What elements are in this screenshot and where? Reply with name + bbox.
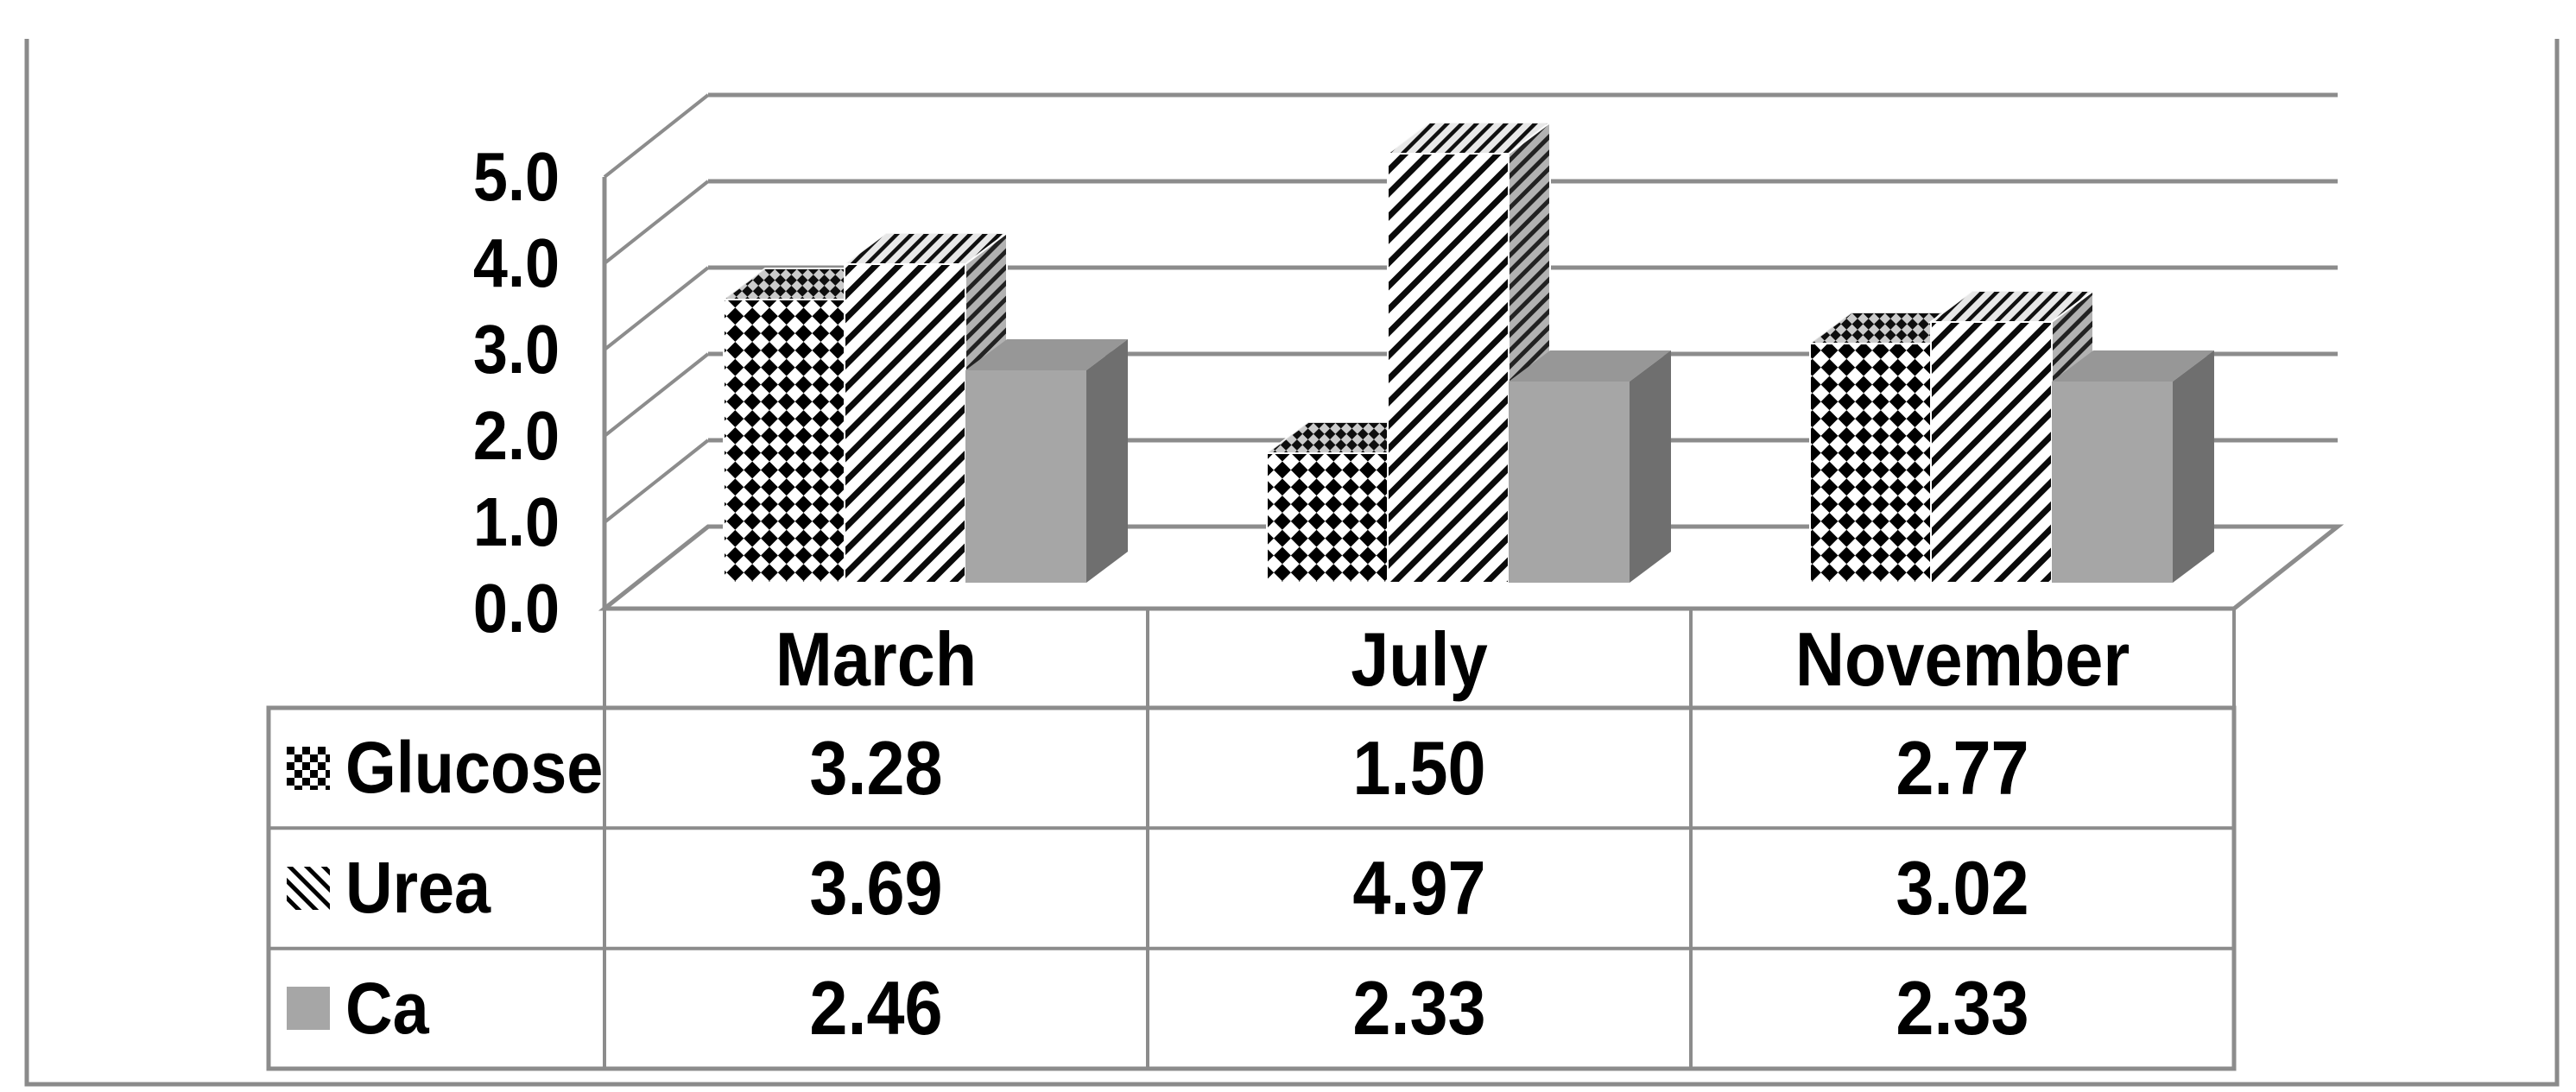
bar-ca-march bbox=[965, 339, 1128, 583]
bar-ca-november bbox=[2052, 350, 2214, 583]
gridline-depth-connector bbox=[603, 352, 710, 438]
bar-front-face bbox=[1509, 382, 1630, 583]
bar-side-face bbox=[1630, 350, 1671, 583]
table-outer-border bbox=[266, 705, 2237, 1071]
bar-ca-july bbox=[1509, 350, 1671, 583]
bar-front-face bbox=[723, 299, 845, 584]
table-grid-lines bbox=[266, 609, 2237, 1071]
bar-front-face bbox=[2052, 382, 2173, 583]
bar-front-face bbox=[1387, 153, 1510, 584]
bar-top-face bbox=[1509, 350, 1671, 382]
bar-front-face bbox=[1266, 452, 1389, 584]
gridline-depth-connector bbox=[603, 180, 710, 265]
figure-border-line bbox=[24, 39, 2560, 1087]
bar-top-shade bbox=[1931, 291, 2093, 322]
bar-top-face bbox=[2052, 350, 2214, 382]
plot-bars bbox=[721, 121, 2214, 584]
bar-side-face bbox=[2173, 350, 2214, 583]
bar-front-face bbox=[1809, 343, 1932, 584]
gridline-depth-connector bbox=[603, 266, 710, 351]
gridline-depth-connector bbox=[603, 93, 710, 179]
bar-front-face bbox=[844, 263, 966, 584]
bar-side-face bbox=[1086, 339, 1128, 583]
gridline-depth-connector bbox=[603, 439, 710, 524]
bar-top-shade bbox=[1388, 123, 1550, 154]
bar-front-face bbox=[1930, 321, 2053, 584]
bar-top-face bbox=[965, 339, 1128, 370]
bar-top-shade bbox=[845, 233, 1007, 264]
figure-border bbox=[24, 39, 2560, 1087]
bar-front-face bbox=[965, 370, 1086, 583]
